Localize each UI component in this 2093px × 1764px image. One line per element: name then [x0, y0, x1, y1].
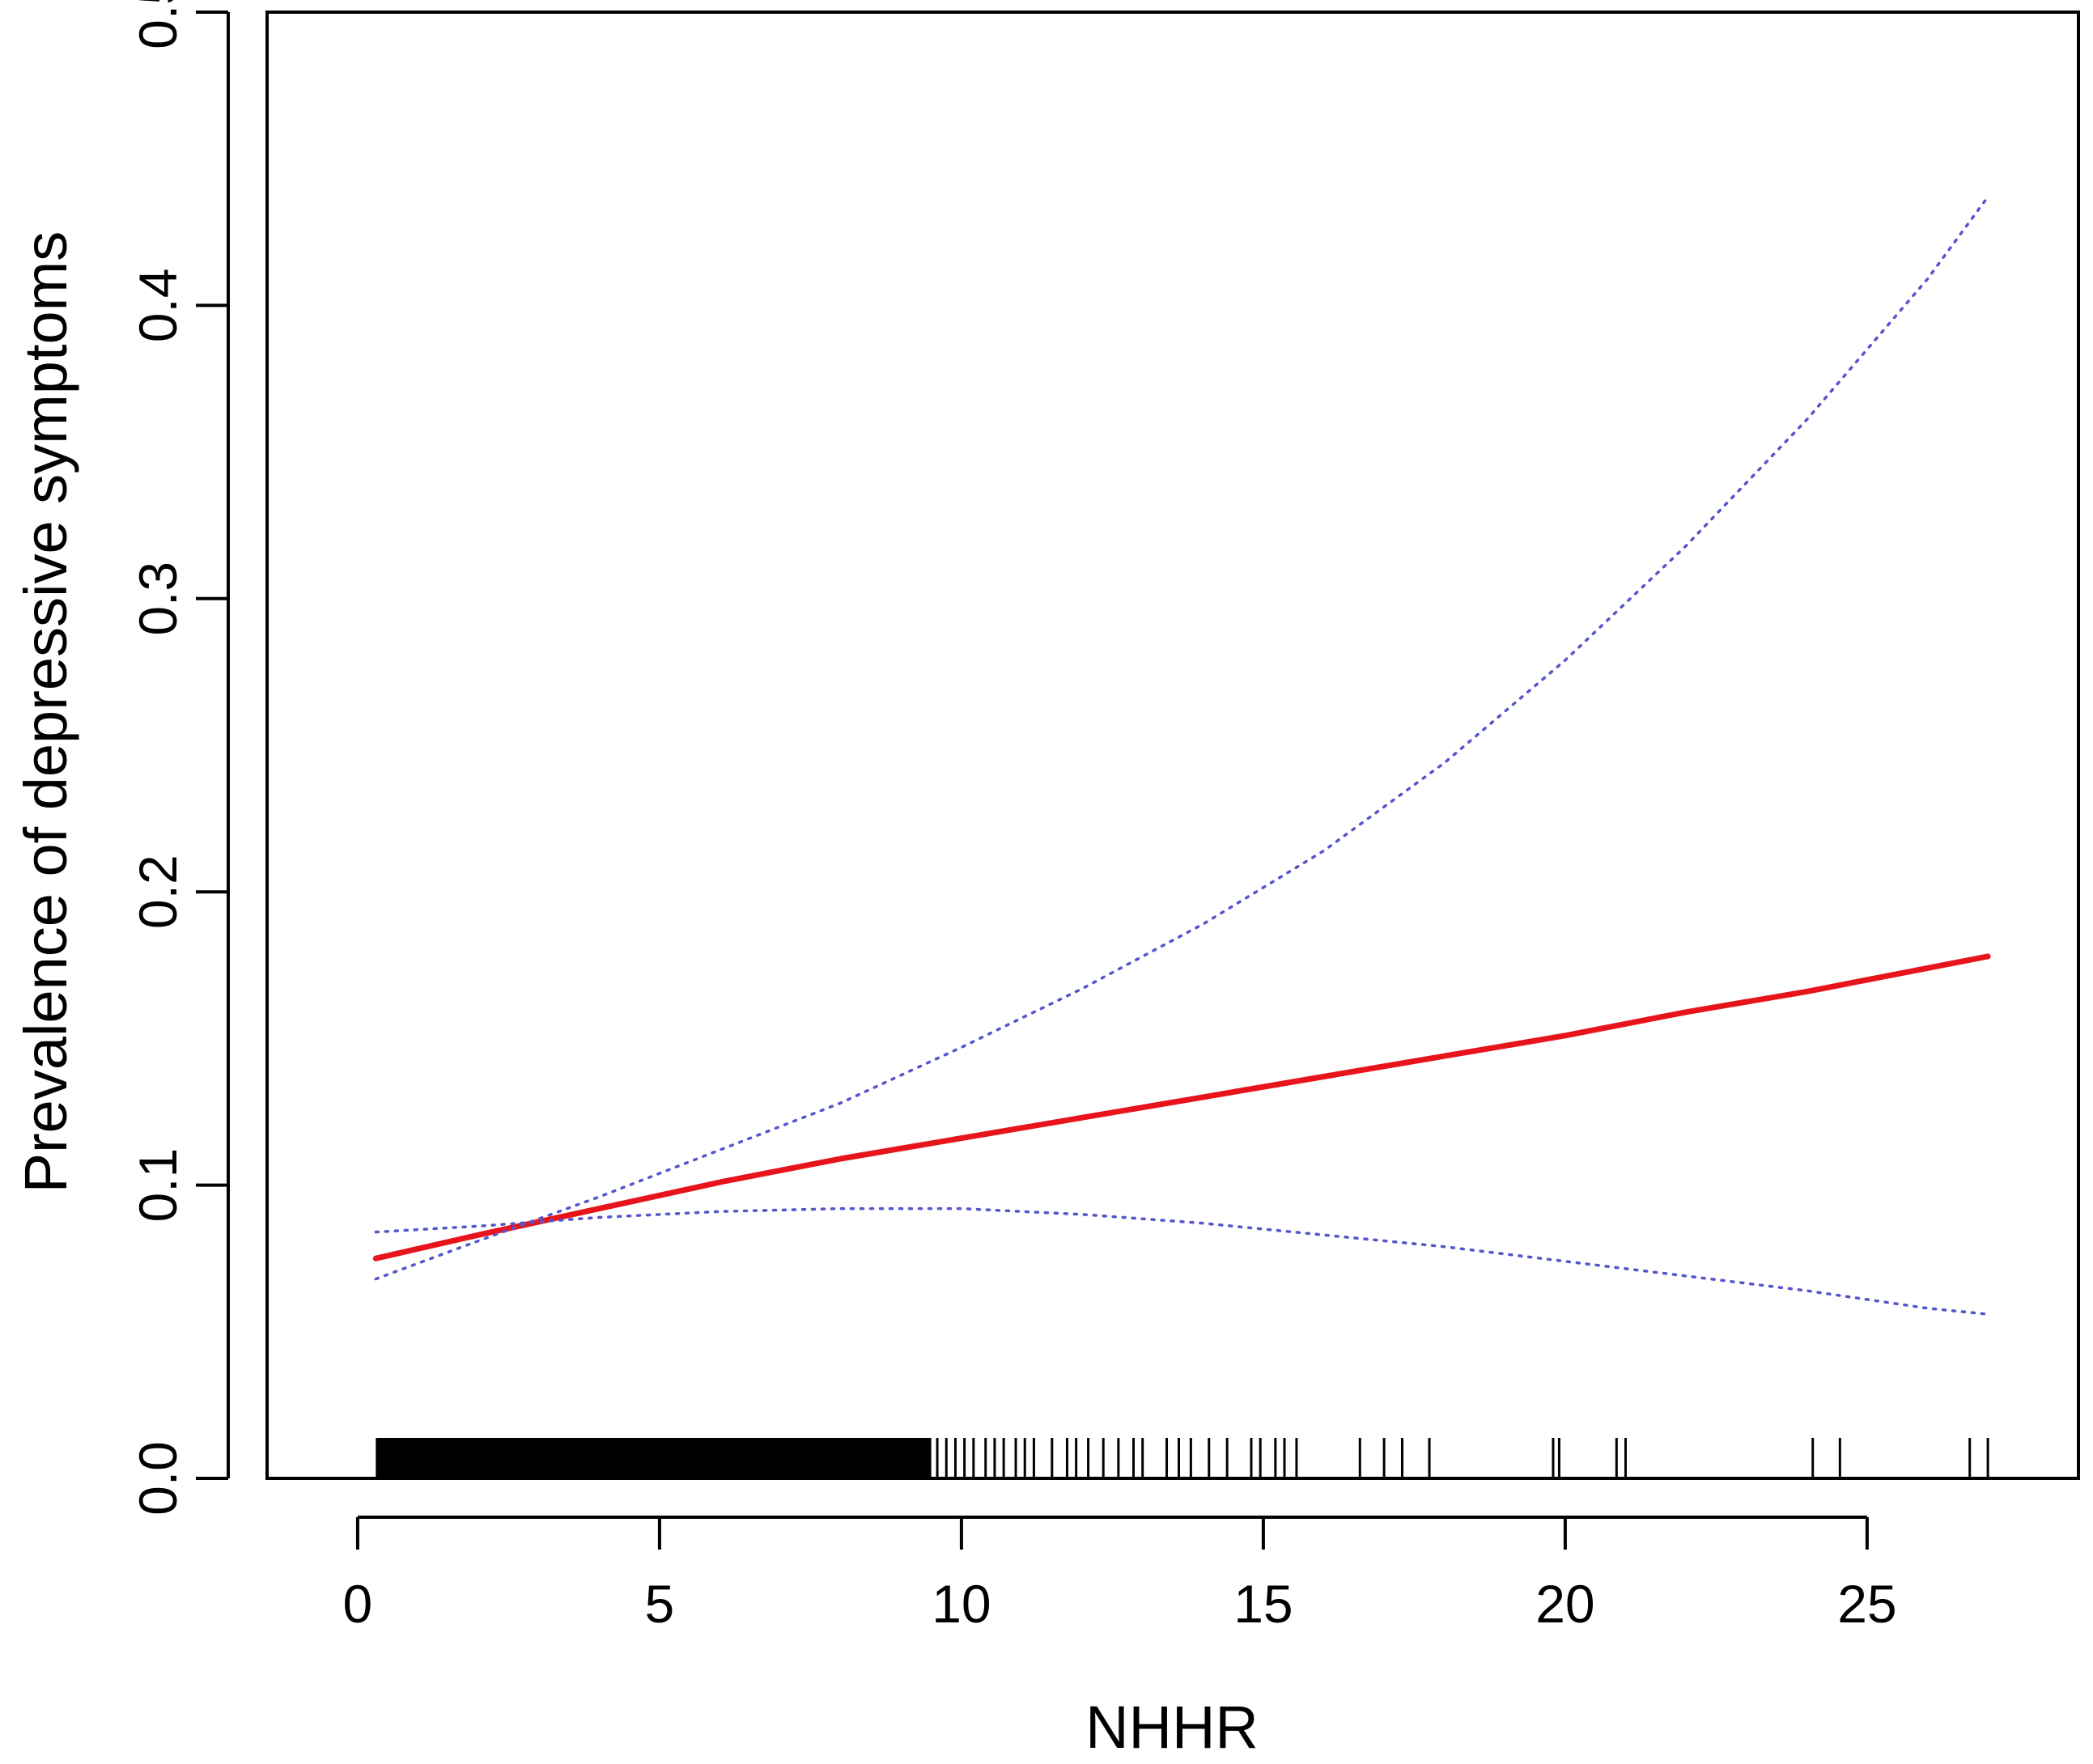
x-tick-label: 15: [1233, 1574, 1293, 1634]
y-tick-label: 0.1: [128, 1148, 188, 1223]
y-tick-label: 0.4: [128, 269, 188, 343]
series-ci-upper: [374, 195, 1989, 1281]
series-ci-lower: [374, 1206, 1989, 1316]
x-tick-label: 20: [1535, 1574, 1594, 1634]
rug-dense-block: [376, 1438, 932, 1478]
y-axis: 0.0 0.1 0.2 0.3 0.4 0.5: [128, 0, 230, 1516]
y-tick-label: 0.2: [128, 854, 188, 929]
y-tick-label: 0.0: [128, 1441, 188, 1516]
x-tick-label: 0: [343, 1574, 373, 1634]
y-tick-label: 0.3: [128, 562, 188, 636]
series-fit: [372, 953, 1991, 1262]
x-tick-label: 5: [645, 1574, 675, 1634]
x-tick-label: 10: [932, 1574, 991, 1634]
y-axis-title: Prevalence of depressive symptoms: [12, 231, 79, 1194]
plot-frame: [265, 11, 2080, 1480]
x-axis: 0 5 10 15 20 25: [343, 1516, 1897, 1634]
x-tick-label: 25: [1837, 1574, 1896, 1634]
x-axis-title: NHHR: [1085, 1694, 1259, 1761]
y-tick-label: 0.5: [128, 0, 188, 49]
